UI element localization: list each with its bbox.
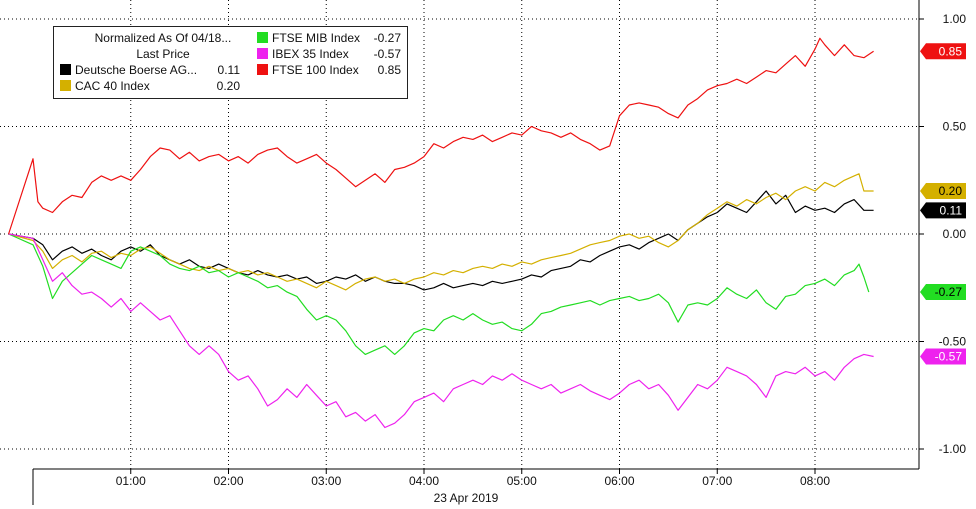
tag-label: 0.11 xyxy=(940,203,963,217)
x-axis-label: 23 Apr 2019 xyxy=(434,491,499,505)
last-value-tag: 0.85 xyxy=(920,43,966,60)
legend-item-ftse-100: FTSE 100 Index xyxy=(257,63,359,78)
legend-value: 0.20 xyxy=(216,79,240,93)
legend-subtitle: Last Price xyxy=(136,47,190,61)
y-tick-label: 0.00 xyxy=(943,227,967,241)
x-axis-ticks: 01:00 02:00 03:00 04:00 05:00 06:00 07:00 08:00 xyxy=(116,469,830,488)
tag-background xyxy=(920,348,966,365)
legend-label: Deutsche Boerse AG... xyxy=(75,63,198,77)
legend-value: 0.11 xyxy=(217,63,240,77)
legend-value: 0.85 xyxy=(377,63,401,77)
series-line xyxy=(8,37,874,235)
series-line xyxy=(8,233,870,355)
y-axis-ticks: 1.00 0.50 0.00 -0.50 -1.00 xyxy=(919,12,966,456)
tag-background xyxy=(920,284,966,301)
tag-label: -0.27 xyxy=(935,285,963,299)
tag-label: -0.57 xyxy=(935,350,963,364)
x-tick-label: 02:00 xyxy=(213,474,243,488)
legend-value: -0.57 xyxy=(373,47,401,61)
legend-swatch xyxy=(60,64,71,75)
x-tick-label: 08:00 xyxy=(800,474,830,488)
y-tick-label: 0.50 xyxy=(943,120,967,134)
legend-label: FTSE 100 Index xyxy=(272,63,359,77)
legend-swatch xyxy=(257,32,268,43)
tag-label: 0.20 xyxy=(939,184,963,198)
series-line xyxy=(8,173,874,291)
last-value-tags: 0.11 0.20 -0.27 -0.57 0.85 xyxy=(920,43,966,365)
legend: Normalized As Of 04/18... Last Price Deu… xyxy=(53,26,408,99)
legend-item-ibex-35: IBEX 35 Index xyxy=(257,47,349,62)
x-tick-label: 07:00 xyxy=(702,474,732,488)
tag-label: 0.85 xyxy=(939,44,963,58)
series-line xyxy=(8,190,874,291)
x-tick-label: 05:00 xyxy=(507,474,537,488)
legend-value: -0.27 xyxy=(373,31,401,45)
tag-background xyxy=(920,43,966,60)
legend-label: IBEX 35 Index xyxy=(272,47,349,61)
last-value-tag: -0.57 xyxy=(920,348,966,365)
legend-title: Normalized As Of 04/18... xyxy=(94,31,232,45)
legend-item-deutsche-boerse: Deutsche Boerse AG... xyxy=(60,63,197,78)
legend-label: FTSE MIB Index xyxy=(272,31,361,45)
y-tick-label: -1.00 xyxy=(939,442,967,456)
legend-item-ftse-mib: FTSE MIB Index xyxy=(257,31,360,46)
legend-label: CAC 40 Index xyxy=(75,79,150,93)
x-tick-label: 01:00 xyxy=(116,474,146,488)
x-tick-label: 03:00 xyxy=(311,474,341,488)
x-tick-label: 04:00 xyxy=(409,474,439,488)
x-tick-label: 06:00 xyxy=(604,474,634,488)
series-lines xyxy=(8,37,874,429)
series-line xyxy=(8,233,874,429)
tag-background xyxy=(920,183,966,199)
last-value-tag: -0.27 xyxy=(920,284,966,301)
y-tick-label: 1.00 xyxy=(943,12,967,26)
legend-swatch xyxy=(257,48,268,59)
legend-item-cac-40: CAC 40 Index xyxy=(60,79,150,94)
tag-background xyxy=(920,202,966,219)
legend-swatch xyxy=(60,80,71,91)
y-tick-label: -0.50 xyxy=(939,335,967,349)
last-value-tag: 0.11 xyxy=(920,202,966,219)
last-value-tag: 0.20 xyxy=(920,183,966,199)
legend-swatch xyxy=(257,64,268,75)
